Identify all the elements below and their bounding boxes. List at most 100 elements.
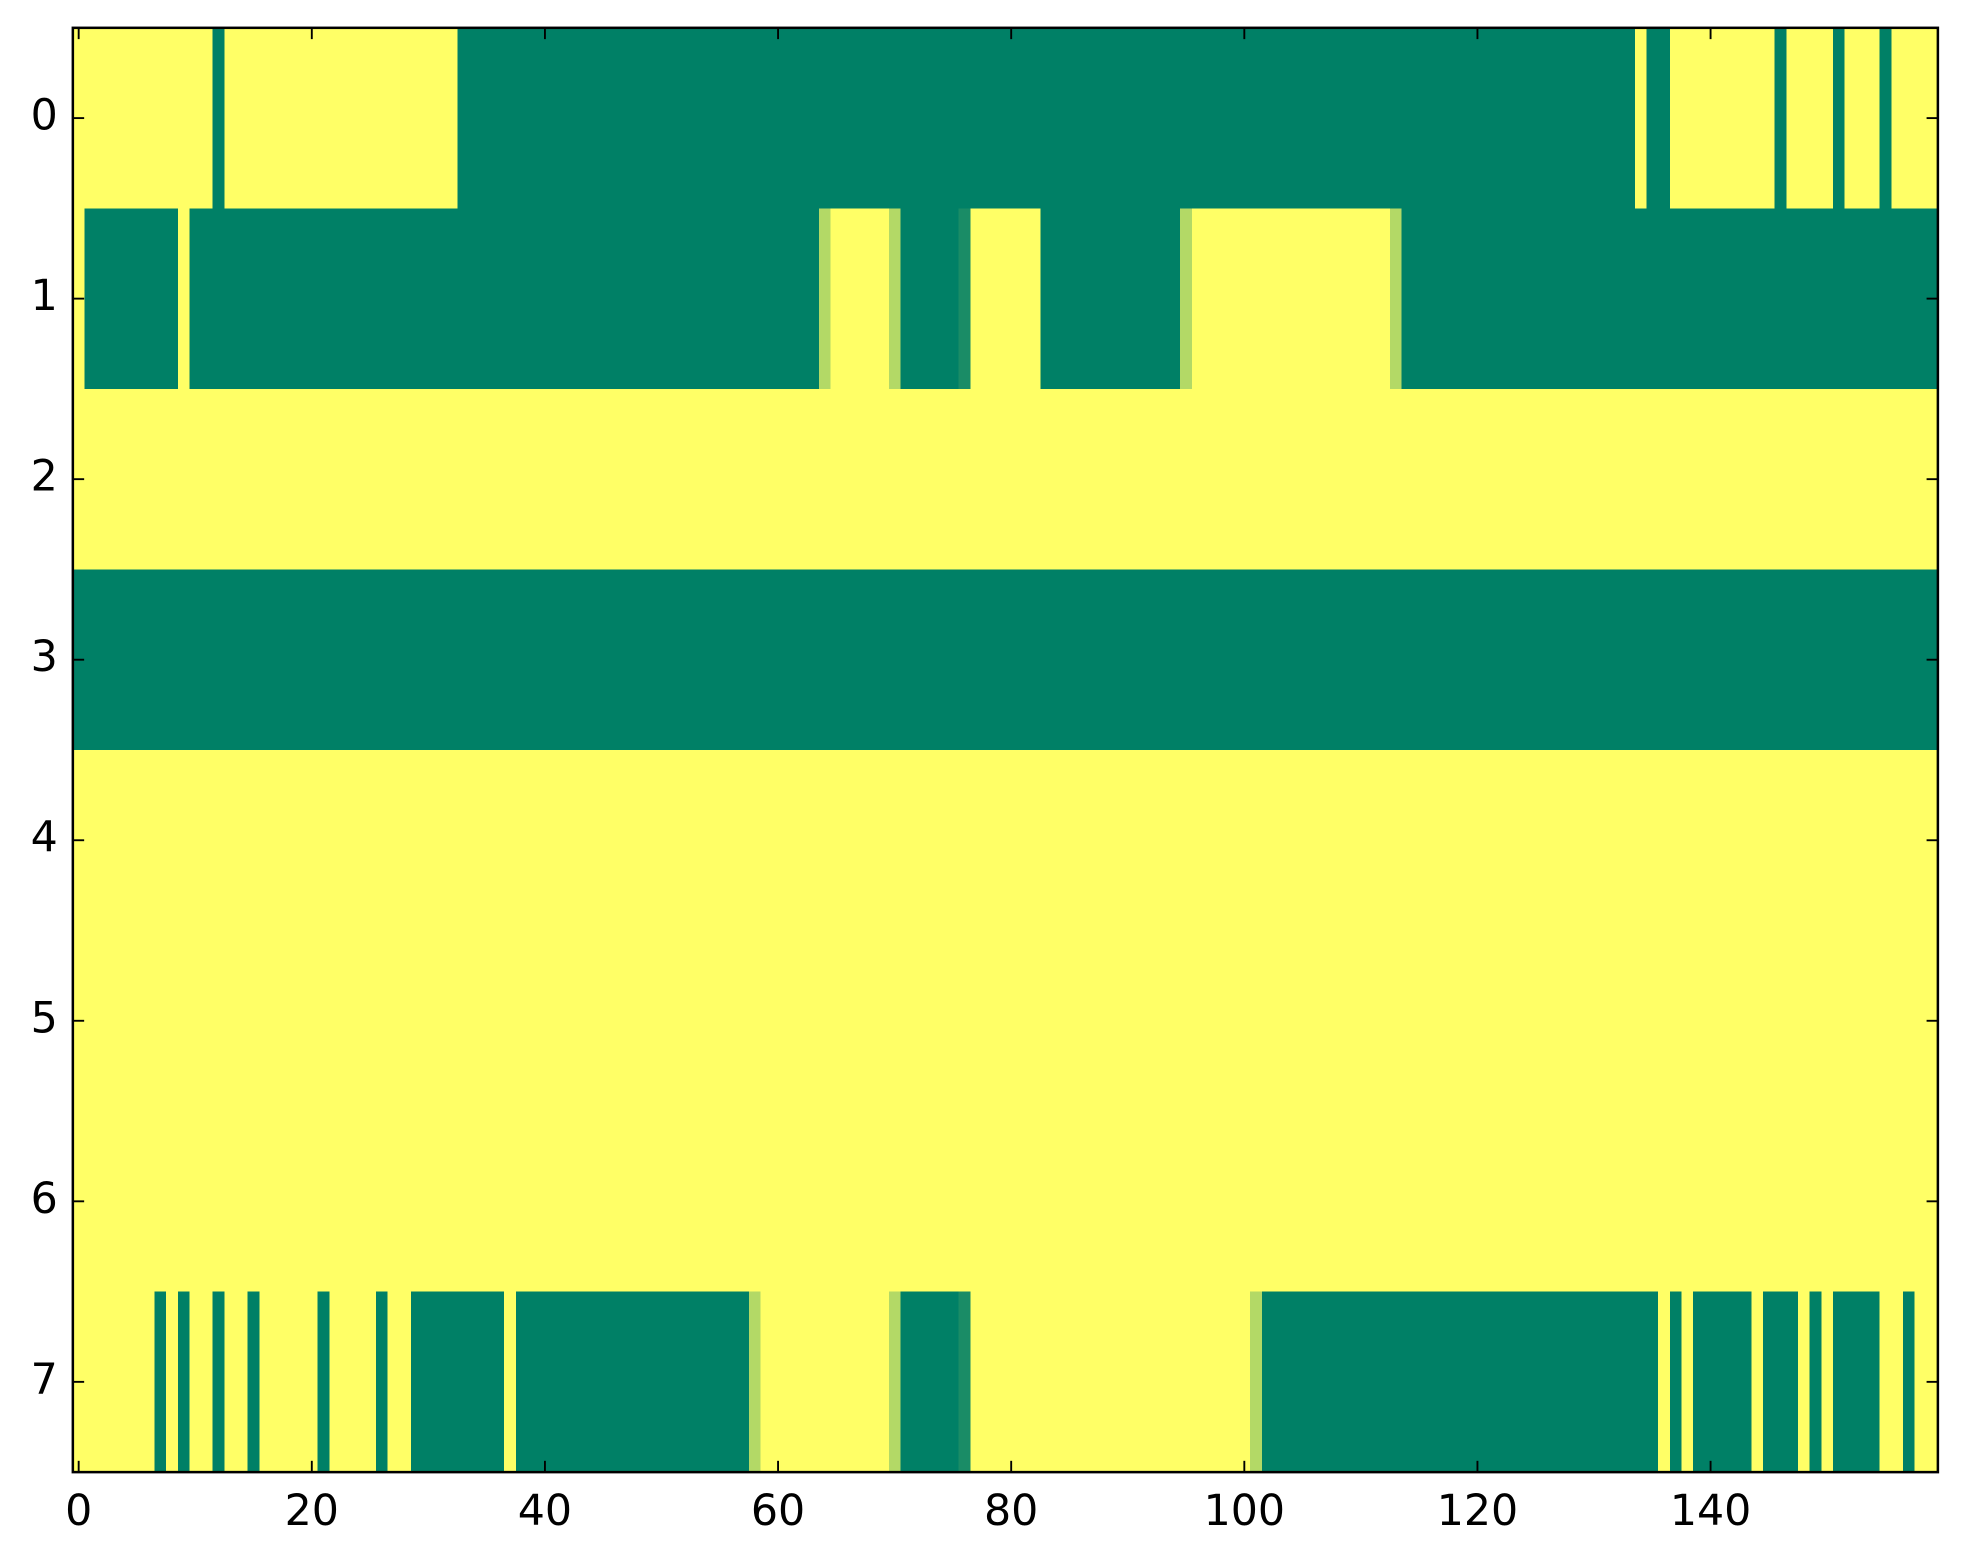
cell [1809, 930, 1823, 1112]
cell [830, 208, 843, 390]
cell [1879, 1111, 1893, 1293]
cell [1541, 208, 1554, 390]
cell [912, 388, 925, 571]
cell [1168, 1291, 1181, 1473]
cell [1774, 1111, 1788, 1293]
cell [352, 749, 366, 932]
cell [947, 27, 960, 210]
y-tick-label: 3 [31, 632, 58, 682]
cell [748, 749, 762, 932]
cell [958, 208, 972, 390]
cell [131, 749, 144, 932]
cell [1529, 1291, 1543, 1473]
cell [1798, 208, 1811, 390]
cell [317, 749, 331, 932]
cell [1156, 1111, 1170, 1293]
cell [515, 569, 529, 751]
cell [958, 27, 972, 210]
cell [702, 27, 715, 210]
cell [1226, 1291, 1240, 1473]
cell [1821, 388, 1834, 571]
cell [96, 1291, 109, 1473]
cell [317, 1291, 331, 1473]
cell [1098, 208, 1112, 390]
cell [923, 1291, 937, 1473]
cell [1005, 27, 1018, 210]
cell [609, 27, 622, 210]
cell [387, 749, 400, 932]
cell [154, 569, 167, 751]
cell [737, 1291, 750, 1473]
cell [1891, 1111, 1904, 1293]
cell [1471, 749, 1485, 932]
cell [434, 569, 447, 751]
cell [1611, 930, 1624, 1112]
cell [1786, 749, 1799, 932]
cell [1156, 27, 1170, 210]
cell [1331, 749, 1345, 932]
cell [1856, 1291, 1869, 1473]
cell [1634, 27, 1648, 210]
cell [1331, 27, 1345, 210]
cell [96, 388, 109, 571]
cell [1261, 388, 1275, 571]
cell [1086, 27, 1100, 210]
cell [1203, 27, 1216, 210]
cell [271, 388, 284, 571]
cell [678, 569, 692, 751]
cell [1366, 388, 1380, 571]
cell [737, 1111, 750, 1293]
cell [620, 569, 634, 751]
cell [1285, 749, 1298, 932]
cell [1086, 1111, 1100, 1293]
cell [142, 1111, 156, 1293]
cell [107, 749, 121, 932]
cell [1051, 569, 1065, 751]
cell [1494, 1291, 1508, 1473]
cell [807, 1291, 820, 1473]
cell [1471, 208, 1485, 390]
cell [923, 930, 937, 1112]
cell [912, 930, 925, 1112]
cell [550, 930, 564, 1112]
cell [1424, 1291, 1438, 1473]
cell [1728, 388, 1741, 571]
cell [923, 27, 937, 210]
cell [434, 749, 447, 932]
cell [667, 1291, 680, 1473]
cell [201, 1111, 214, 1293]
cell [1798, 569, 1811, 751]
cell [1681, 27, 1694, 210]
cell [177, 930, 191, 1112]
y-tick-label: 7 [31, 1354, 58, 1404]
cell [96, 749, 109, 932]
cell [492, 1291, 505, 1473]
cell [422, 388, 435, 571]
cell [1658, 930, 1671, 1112]
cell [888, 1291, 902, 1473]
cell [515, 388, 529, 571]
cell [1576, 208, 1589, 390]
cell [772, 749, 785, 932]
cell [912, 749, 925, 932]
cell [1588, 749, 1601, 932]
cell [1867, 569, 1881, 751]
cell [760, 569, 773, 751]
cell [748, 930, 762, 1112]
cell [177, 749, 191, 932]
cell [1180, 930, 1193, 1112]
cell [644, 1111, 657, 1293]
cell [1250, 749, 1263, 932]
cell [585, 208, 599, 390]
cell [655, 1291, 669, 1473]
cell [1320, 1111, 1333, 1293]
cell [1588, 930, 1601, 1112]
cell [142, 569, 156, 751]
cell [1832, 1111, 1846, 1293]
cell [900, 388, 913, 571]
cell [842, 569, 855, 751]
cell [515, 1291, 529, 1473]
cell [434, 27, 447, 210]
cell [900, 208, 913, 390]
cell [667, 27, 680, 210]
